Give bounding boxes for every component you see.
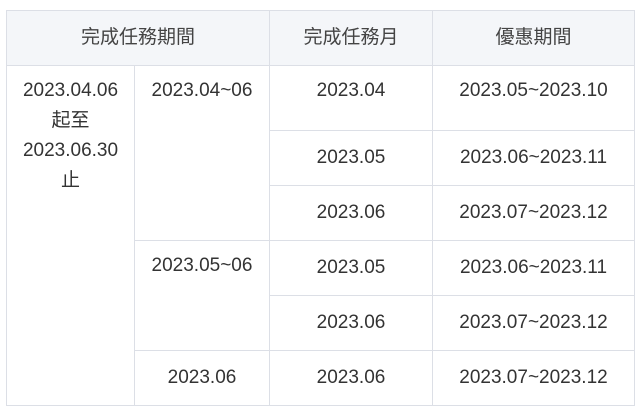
- header-row: 完成任務期間 完成任務月 優惠期間: [6, 10, 635, 66]
- table-row: 2023.04.06 起至 2023.06.30 止 2023.04~06 20…: [6, 65, 635, 406]
- month-cell: 2023.05: [269, 130, 433, 186]
- period-start: 2023.04.06: [22, 80, 119, 101]
- month-cell: 2023.06: [269, 350, 433, 406]
- table-row: 2023.05 2023.06~2023.11: [7, 130, 635, 186]
- table-row: 2023.05~06 2023.05 2023.06~2023.11: [7, 240, 635, 351]
- discount-cell: 2023.07~2023.12: [432, 185, 635, 241]
- group-cell: 2023.05~06: [134, 240, 270, 351]
- header-discount-period: 優惠期間: [432, 10, 635, 66]
- period-end: 2023.06.30: [22, 140, 119, 161]
- month-cell: 2023.06: [269, 185, 433, 241]
- overall-period-cell: 2023.04.06 起至 2023.06.30 止: [6, 65, 135, 406]
- discount-cell: 2023.05~2023.10: [432, 65, 635, 131]
- table-row: 2023.06 2023.07~2023.12: [7, 185, 635, 241]
- table-row: 2023.06 2023.06 2023.07~2023.12: [7, 350, 635, 406]
- discount-cell: 2023.06~2023.11: [432, 240, 635, 296]
- period-from-label: 起至: [51, 110, 90, 131]
- discount-cell: 2023.07~2023.12: [432, 295, 635, 351]
- month-cell: 2023.06: [269, 295, 433, 351]
- month-cell: 2023.04: [269, 65, 433, 131]
- month-cell: 2023.05: [269, 240, 433, 296]
- discount-cell: 2023.06~2023.11: [432, 130, 635, 186]
- header-task-month: 完成任務月: [269, 10, 433, 66]
- discount-schedule-table: 完成任務期間 完成任務月 優惠期間 2023.04.06 起至 2023.06.…: [6, 10, 635, 406]
- group-cell: 2023.06: [134, 350, 270, 406]
- period-to-label: 止: [60, 170, 80, 191]
- table-row: 2023.06 2023.07~2023.12: [7, 295, 635, 351]
- header-task-period: 完成任務期間: [6, 10, 270, 66]
- discount-cell: 2023.07~2023.12: [432, 350, 635, 406]
- group-cell: 2023.04~06: [134, 65, 270, 241]
